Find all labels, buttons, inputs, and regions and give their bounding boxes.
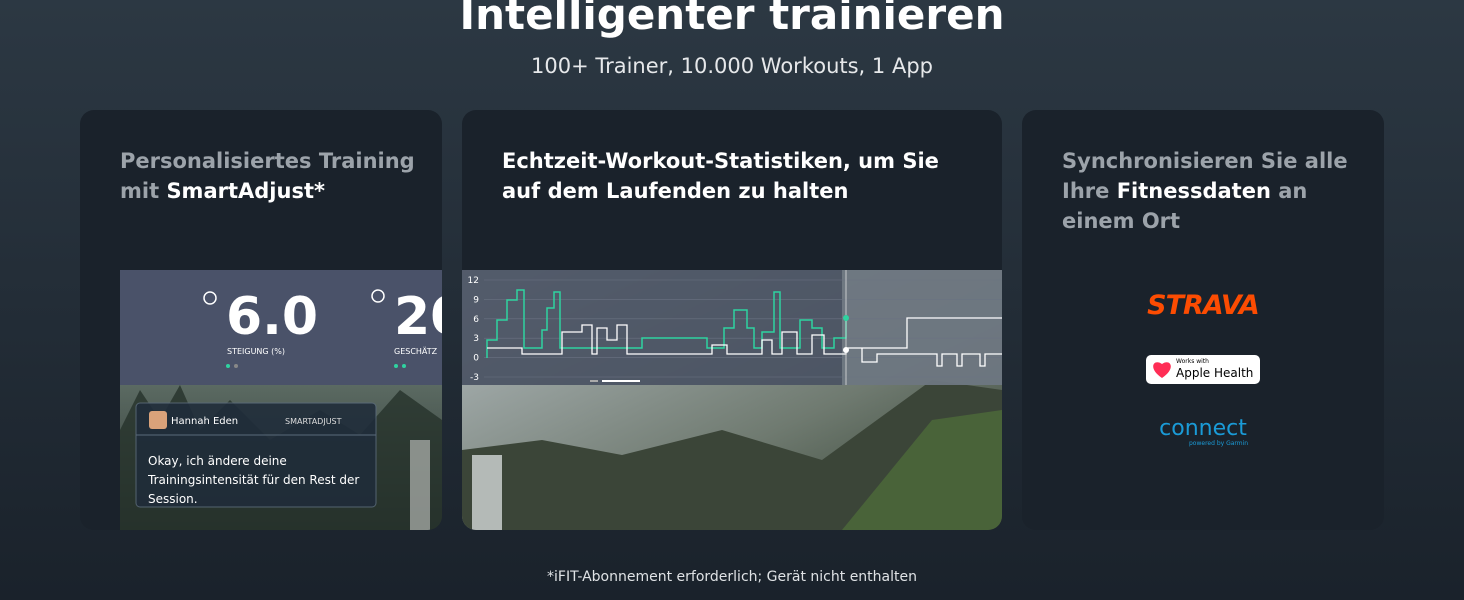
app-screen: 6.0 STEIGUNG (%) 20 GESCHÄTZ Hannah Eden…	[120, 270, 442, 530]
badge-small-text: Works with	[1176, 358, 1209, 365]
strava-logo: STRAVA	[1147, 290, 1260, 321]
card-title: Personalisiertes Training mit SmartAdjus…	[120, 146, 420, 206]
card: Echtzeit-Workout-Statistiken, um Sie auf…	[462, 110, 1002, 530]
badge-text: Apple Health	[1176, 366, 1254, 380]
card: Synchronisieren Sie alle Ihre Fitnessdat…	[1022, 110, 1384, 530]
y-tick-label: 6	[473, 315, 479, 325]
metric-label: STEIGUNG (%)	[227, 347, 285, 356]
title-part: Synchronisieren Sie alle Ihre	[1062, 149, 1348, 203]
metric-label: GESCHÄTZ	[394, 346, 438, 356]
badge: SMARTADJUST	[285, 417, 342, 426]
y-tick-label: 0	[473, 354, 479, 364]
page-subtitle: 100+ Trainer, 10.000 Workouts, 1 App	[531, 54, 933, 78]
y-tick-label: 12	[468, 276, 479, 286]
connect-small: powered by Garmin	[1189, 440, 1249, 447]
y-tick-label: 9	[473, 295, 479, 305]
title-part: SmartAdjust*	[166, 179, 325, 203]
y-tick-label: -3	[470, 373, 479, 383]
card: Personalisiertes Training mit SmartAdjus…	[80, 110, 442, 530]
title-part: Fitnessdaten	[1116, 179, 1271, 203]
title-part: an einem Ort	[1062, 179, 1308, 233]
y-tick-label: 3	[473, 334, 479, 344]
title-part: Personalisiertes Training mit	[120, 149, 415, 203]
metric-value: 6.0	[226, 287, 318, 347]
apple-health-badge: Works with Apple Health	[1146, 355, 1260, 384]
coach-name: Hannah Eden	[171, 416, 238, 427]
page-title: Intelligenter trainieren	[459, 0, 1005, 39]
app-screen: 12 9 6 3 0 -3	[462, 270, 1002, 530]
card-title: Synchronisieren Sie alle Ihre Fitnessdat…	[1062, 146, 1362, 236]
footnote: *iFIT-Abonnement erforderlich; Gerät nic…	[547, 569, 917, 585]
connect-logo: connect	[1159, 416, 1247, 441]
coach-message: Okay, ich ändere deine Trainingsintensit…	[148, 454, 360, 506]
metric-value: 20	[394, 287, 442, 347]
card-title: Echtzeit-Workout-Statistiken, um Sie auf…	[502, 146, 972, 206]
title-part: Echtzeit-Workout-Statistiken, um Sie auf…	[502, 149, 939, 203]
